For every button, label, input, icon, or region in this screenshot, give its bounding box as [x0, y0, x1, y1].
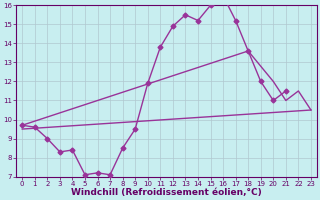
X-axis label: Windchill (Refroidissement éolien,°C): Windchill (Refroidissement éolien,°C)	[71, 188, 262, 197]
